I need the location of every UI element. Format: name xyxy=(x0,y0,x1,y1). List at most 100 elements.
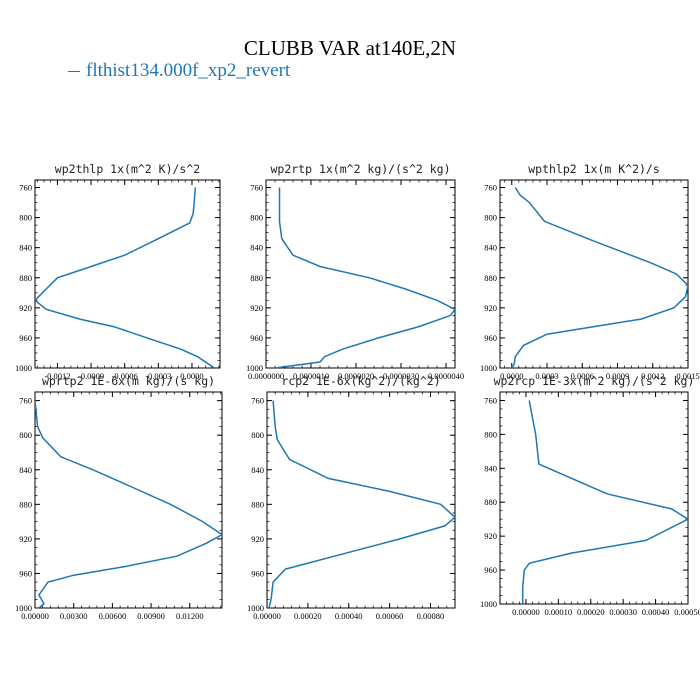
y-tick-label: 840 xyxy=(19,243,32,253)
y-tick-label: 840 xyxy=(484,243,497,253)
y-tick-label: 920 xyxy=(484,303,497,313)
x-tick-label: 0.00030 xyxy=(609,607,637,617)
axes-frame xyxy=(499,391,689,605)
y-tick-label: 800 xyxy=(251,430,264,440)
y-tick-label: 840 xyxy=(484,463,497,473)
y-tick-label: 800 xyxy=(484,213,497,223)
series-line xyxy=(35,187,215,368)
series-line xyxy=(268,400,455,608)
panel-title: wpthlp2 1x(m K^2)/s xyxy=(528,162,660,176)
y-tick-label: 760 xyxy=(251,396,264,406)
y-tick-label: 1000 xyxy=(247,603,264,613)
x-tick-label: 0.00020 xyxy=(577,607,605,617)
y-tick-label: 840 xyxy=(251,465,264,475)
y-tick-label: 840 xyxy=(19,465,32,475)
y-tick-label: 920 xyxy=(250,303,263,313)
x-tick-label: 0.00600 xyxy=(99,611,127,621)
x-tick-label: 0.0000000 xyxy=(248,371,284,381)
y-tick-label: 800 xyxy=(250,213,263,223)
y-tick-label: 760 xyxy=(484,183,497,193)
x-tick-label: 0.00050 xyxy=(674,607,700,617)
y-tick-label: 880 xyxy=(484,497,497,507)
x-tick-label: 0.00300 xyxy=(60,611,88,621)
y-tick-label: 880 xyxy=(251,499,264,509)
y-tick-label: 880 xyxy=(484,273,497,283)
y-tick-label: 960 xyxy=(19,568,32,578)
y-tick-label: 760 xyxy=(19,396,32,406)
panel-1: wp2thlp 1x(m^2 K)/s^2 760 800 840 880 920 960 1… xyxy=(15,162,221,381)
panel-title: wp2thlp 1x(m^2 K)/s^2 xyxy=(55,162,200,176)
x-tick-label: 0.00900 xyxy=(137,611,165,621)
axes-frame xyxy=(499,179,689,369)
axes-frame xyxy=(265,179,456,369)
x-tick-label: 0.00020 xyxy=(294,611,322,621)
y-tick-label: 960 xyxy=(251,568,264,578)
y-tick-label: 880 xyxy=(19,499,32,509)
axes-frame xyxy=(34,391,223,609)
panel-6: wp2rcp 1E-3x(m^2 kg)/(s^2 kg) 760 800 840 88… xyxy=(480,374,700,617)
x-tick-label: 0.00040 xyxy=(642,607,670,617)
x-tick-label: -0.0009 xyxy=(78,371,104,381)
x-tick-label: 0.0012 xyxy=(641,371,664,381)
y-tick-label: 800 xyxy=(19,213,32,223)
series-line xyxy=(35,400,222,608)
y-tick-label: 800 xyxy=(19,430,32,440)
figure-title: CLUBB VAR at140E,2N xyxy=(243,36,457,60)
x-tick-label: -0.0006 xyxy=(112,371,138,381)
x-tick-label: 0.00040 xyxy=(335,611,363,621)
series-line xyxy=(521,400,688,604)
x-tick-label: 0.0006 xyxy=(571,371,594,381)
y-tick-label: 760 xyxy=(484,395,497,405)
panel-2: wp2rtp 1x(m^2 kg)/(s^2 kg) 760 800 840 880 92… xyxy=(246,162,464,381)
panel-5: rcp2 1E-6x(kg^2)/(kg^2) 760 800 840 880 920 96… xyxy=(247,374,456,621)
y-tick-label: 840 xyxy=(250,243,263,253)
x-tick-label: 0.0003 xyxy=(535,371,558,381)
x-tick-label: 0.0000020 xyxy=(338,371,374,381)
x-tick-label: 0.0000010 xyxy=(293,371,329,381)
y-tick-label: 1000 xyxy=(15,603,32,613)
x-tick-label: 0.0000 xyxy=(500,371,523,381)
x-tick-label: 0.0015 xyxy=(676,371,699,381)
panel-title: wp2rtp 1x(m^2 kg)/(s^2 kg) xyxy=(270,162,450,176)
y-tick-label: 960 xyxy=(484,565,497,575)
x-tick-label: 0.0000 xyxy=(180,371,203,381)
x-tick-label: -0.0012 xyxy=(44,371,70,381)
x-tick-label: 0.00010 xyxy=(545,607,573,617)
y-tick-label: 800 xyxy=(484,429,497,439)
x-tick-label: 0.00000 xyxy=(512,607,540,617)
panel-title: wprtp2 1E-6x(m kg)/(s kg) xyxy=(42,374,215,388)
series-line xyxy=(511,187,688,368)
legend: flthist134.000f_xp2_revert xyxy=(68,60,290,82)
y-tick-label: 920 xyxy=(484,531,497,541)
y-tick-label: 760 xyxy=(19,183,32,193)
y-tick-label: 880 xyxy=(250,273,263,283)
axes-frame xyxy=(34,179,221,369)
x-tick-label: 0.00080 xyxy=(417,611,445,621)
x-tick-label: 0.00000 xyxy=(253,611,281,621)
y-tick-label: 960 xyxy=(484,333,497,343)
legend-line-swatch xyxy=(68,71,80,73)
y-tick-label: 960 xyxy=(19,333,32,343)
y-tick-label: 920 xyxy=(251,534,264,544)
panel-title: wp2rcp 1E-3x(m^2 kg)/(s^2 kg) xyxy=(494,374,695,388)
y-tick-label: 1000 xyxy=(480,599,497,609)
panel-3: wpthlp2 1x(m K^2)/s 760 800 840 880 920 960 100… xyxy=(480,162,700,381)
x-tick-label: -0.0003 xyxy=(145,371,171,381)
y-tick-label: 960 xyxy=(250,333,263,343)
series-line xyxy=(274,187,455,368)
y-tick-label: 1000 xyxy=(246,363,263,373)
x-tick-label: 0.00000 xyxy=(21,611,49,621)
y-tick-label: 880 xyxy=(19,273,32,283)
y-tick-label: 760 xyxy=(250,183,263,193)
x-tick-label: 0.0000030 xyxy=(383,371,419,381)
x-tick-label: 0.01200 xyxy=(176,611,204,621)
x-tick-label: 0.0000040 xyxy=(428,371,464,381)
axes-frame xyxy=(266,391,456,609)
legend-label: flthist134.000f_xp2_revert xyxy=(86,60,291,81)
y-tick-label: 1000 xyxy=(15,363,32,373)
y-tick-label: 1000 xyxy=(480,363,497,373)
x-tick-label: 0.00060 xyxy=(376,611,404,621)
x-tick-label: 0.0009 xyxy=(606,371,629,381)
panel-title: rcp2 1E-6x(kg^2)/(kg^2) xyxy=(281,374,440,388)
